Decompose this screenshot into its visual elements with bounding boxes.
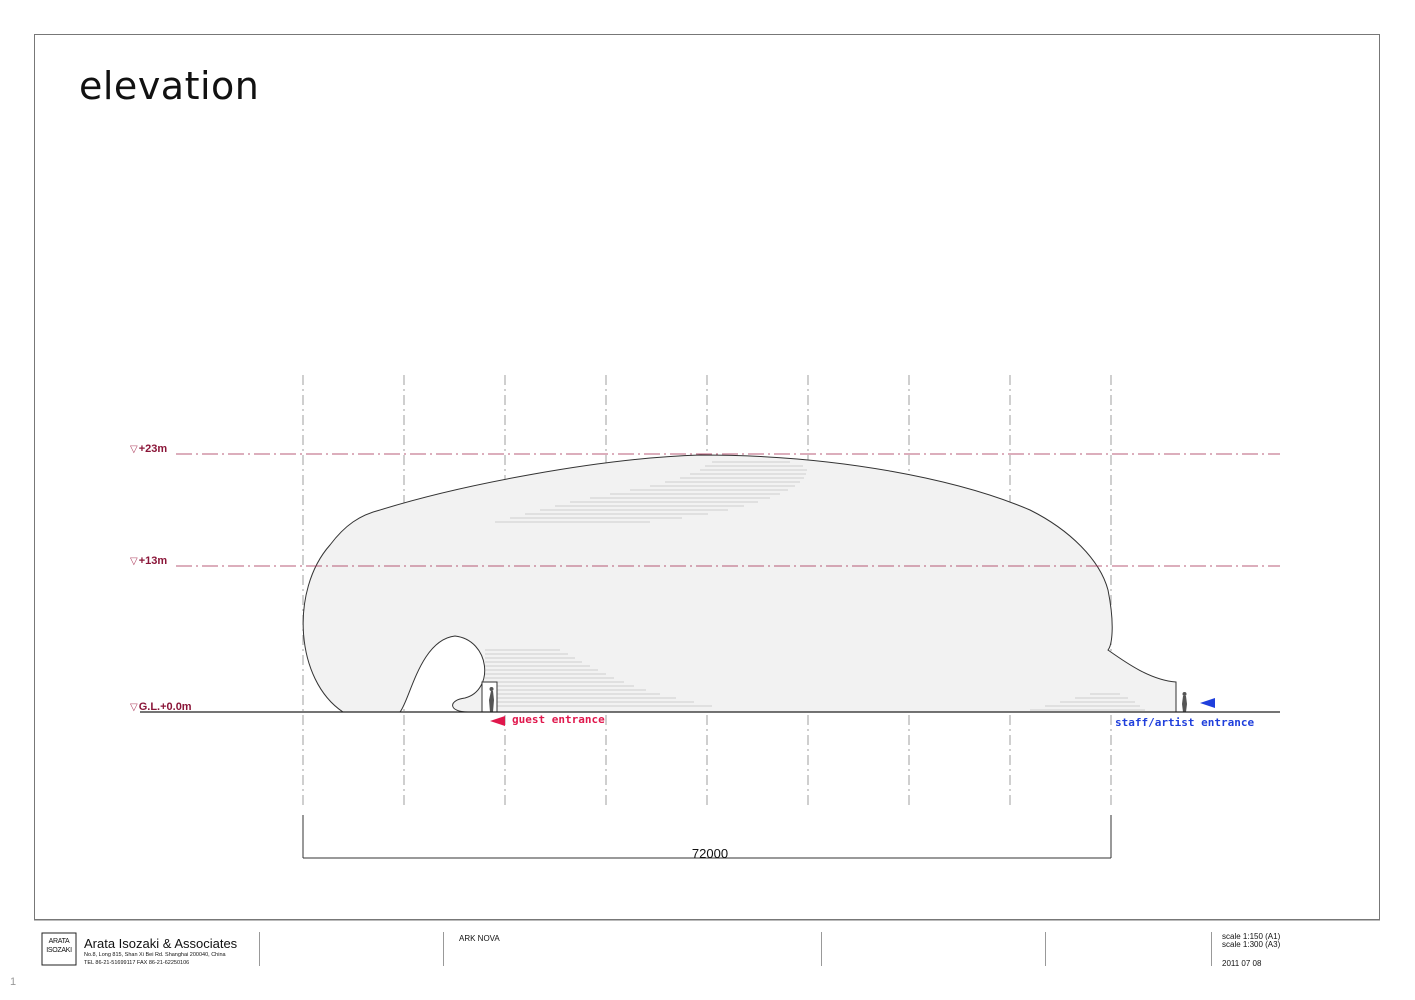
level-triangle-icon: ▽ [130,702,138,713]
dimension-line [302,815,1112,859]
guest-entrance-arrow [490,716,505,726]
level-lines [176,453,1280,567]
guest-entrance-label: guest entrance [512,713,605,726]
project-name: ARK NOVA [459,934,500,943]
firm-logo [41,932,77,966]
titleblock-separator [1045,932,1046,966]
human-figure [489,691,494,712]
titleblock-separator [259,932,260,966]
page-marker: 1 [10,976,17,988]
level-label-23: ▽+23m [130,443,168,455]
firm-contact: TEL 86-21-51699117 FAX 86-21-62250106 [84,960,190,966]
level-label-13: ▽+13m [130,555,168,567]
firm-logo-text: ARATA ISOZAKI [46,938,72,954]
staff-entrance-arrow [1200,698,1215,708]
level-triangle-icon: ▽ [130,444,138,455]
titleblock-separator [821,932,822,966]
dimension-value: 72000 [691,846,729,861]
hatch-right [1030,693,1145,711]
human-figure-head [489,687,494,691]
hatch-entrance [485,649,712,707]
level-label-ground: ▽G.L.+0.0m [130,701,192,713]
human-figure [1182,696,1187,712]
firm-address: No.8, Long 815, Shan Xi Bei Rd. Shanghai… [84,952,226,958]
entrance-door [481,681,498,713]
titleblock-separator [443,932,444,966]
titleblock-separator [1211,932,1212,966]
scale-a1: scale 1:150 (A1) [1222,932,1281,941]
level-triangle-icon: ▽ [130,556,138,567]
staff-entrance-label: staff/artist entrance [1115,716,1255,729]
drawing-title: elevation [79,64,260,108]
building-hull [302,454,1177,713]
hatch-top [495,461,807,523]
human-figure-head [1182,692,1187,696]
scale-a3: scale 1:300 (A3) [1222,940,1281,949]
drawing-date: 2011 07 08 [1222,959,1262,968]
firm-name: Arata Isozaki & Associates [84,936,238,951]
